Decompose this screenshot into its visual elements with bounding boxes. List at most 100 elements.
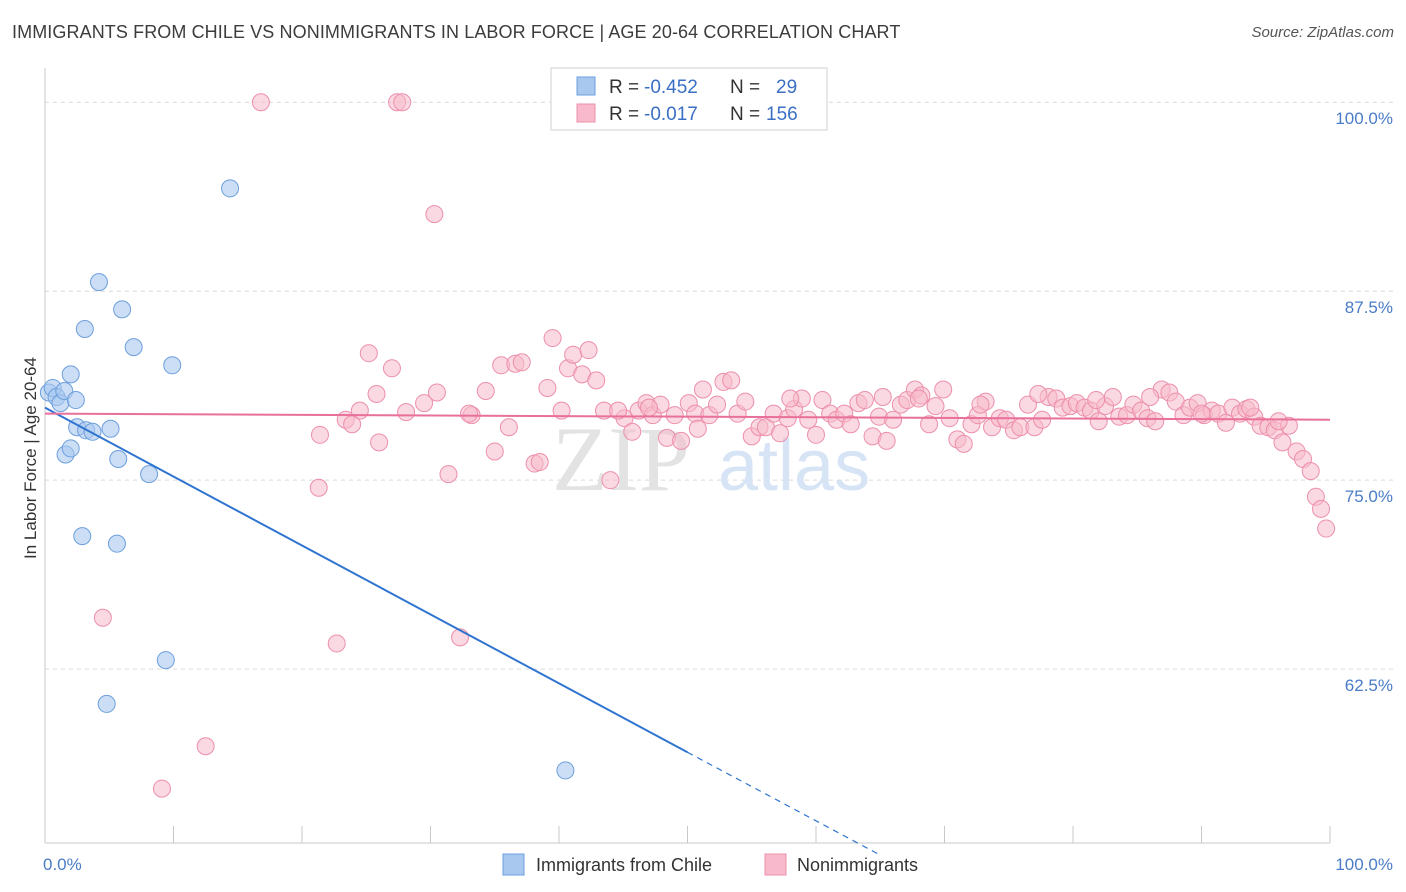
legend-n-value-1: 29 [776, 77, 797, 98]
immigrants-point [83, 422, 102, 441]
nonimmigrants-point [693, 380, 712, 399]
legend-r-value-2: -0.017 [644, 104, 698, 125]
nonimmigrants-point [1312, 499, 1331, 518]
watermark-atlas: atlas [718, 426, 870, 506]
nonimmigrants-point [564, 345, 583, 364]
nonimmigrants-point [251, 93, 270, 112]
y-axis-label: In Labor Force | Age 20-64 [21, 357, 40, 559]
y-tick-label: 100.0% [1335, 109, 1393, 128]
nonimmigrants-point [1301, 462, 1320, 481]
nonimmigrants-point [708, 395, 727, 414]
nonimmigrants-point [1241, 398, 1260, 417]
nonimmigrants-point [530, 453, 549, 472]
nonimmigrants-point [512, 353, 531, 372]
immigrants-point [89, 273, 108, 292]
immigrants-point [163, 356, 182, 375]
nonimmigrants-point [736, 392, 755, 411]
bottom-legend-swatch-blue [502, 853, 525, 876]
immigrants-trend-line [44, 406, 688, 754]
nonimmigrants-point [93, 608, 112, 627]
legend-swatch-pink [576, 103, 596, 123]
nonimmigrants-point [382, 359, 401, 378]
legend-n-value-2: 156 [766, 104, 798, 125]
nonimmigrants-point [1317, 519, 1336, 538]
nonimmigrants-point [934, 380, 953, 399]
nonimmigrants-point [688, 419, 707, 438]
nonimmigrants-point [310, 425, 329, 444]
nonimmigrants-point [1146, 412, 1165, 431]
nonimmigrants-point [841, 415, 860, 434]
legend-r-label-1: R = [609, 77, 639, 98]
nonimmigrants-point [552, 401, 571, 420]
legend-swatch-blue [576, 76, 596, 96]
x-tick-label-max: 100.0% [1335, 855, 1393, 874]
nonimmigrants-point [152, 779, 171, 798]
nonimmigrants-point [538, 378, 557, 397]
nonimmigrants-point [771, 424, 790, 443]
nonimmigrants-point [601, 471, 620, 490]
y-tick-label: 87.5% [1345, 298, 1393, 317]
nonimmigrants-point [1269, 412, 1288, 431]
nonimmigrants-point [884, 410, 903, 429]
x-tick-label-min: 0.0% [43, 855, 82, 874]
nonimmigrants-point [1273, 433, 1292, 452]
immigrants-point [140, 465, 159, 484]
bottom-legend-swatch-pink [764, 853, 787, 876]
nonimmigrants-point [672, 431, 691, 450]
bottom-legend: Immigrants from Chile Nonimmigrants [502, 853, 918, 876]
nonimmigrants-trend-line [44, 412, 1331, 421]
nonimmigrants-point [439, 465, 458, 484]
immigrants-point [61, 439, 80, 458]
legend-r-value-1: -0.452 [644, 77, 698, 98]
immigrants-point [556, 761, 575, 780]
nonimmigrants-point [397, 403, 416, 422]
trend-lines [44, 406, 1331, 856]
nonimmigrants-point [954, 434, 973, 453]
nonimmigrants-point [415, 394, 434, 413]
nonimmigrants-point [1033, 410, 1052, 429]
immigrants-point [221, 179, 240, 198]
nonimmigrants-point [909, 389, 928, 408]
top-legend: R = -0.452 N = 29 R = -0.017 N = 156 [550, 67, 828, 131]
nonimmigrants-point [1089, 412, 1108, 431]
immigrants-point [107, 534, 126, 553]
nonimmigrants-point [609, 401, 628, 420]
nonimmigrants-point [393, 93, 412, 112]
nonimmigrants-point [499, 418, 518, 437]
nonimmigrants-point [543, 329, 562, 348]
nonimmigrants-point [425, 205, 444, 224]
immigrants-point [73, 527, 92, 546]
nonimmigrants-point [722, 371, 741, 390]
immigrants-point [156, 651, 175, 670]
nonimmigrants-point [873, 388, 892, 407]
axes [44, 68, 1331, 844]
nonimmigrants-point [579, 341, 598, 360]
immigrants-point [75, 320, 94, 338]
nonimmigrants-points [93, 93, 1336, 798]
nonimmigrants-point [309, 478, 328, 497]
nonimmigrants-point [327, 634, 346, 653]
bottom-legend-label-1: Immigrants from Chile [536, 855, 712, 875]
nonimmigrants-point [427, 383, 446, 402]
immigrants-point [113, 300, 132, 319]
nonimmigrants-point [813, 391, 832, 410]
nonimmigrants-point [1192, 404, 1211, 423]
nonimmigrants-point [920, 415, 939, 434]
nonimmigrants-point [367, 385, 386, 404]
nonimmigrants-point [781, 389, 800, 408]
y-tick-label: 75.0% [1345, 487, 1393, 506]
immigrants-points [39, 179, 575, 780]
nonimmigrants-point [807, 425, 825, 444]
nonimmigrants-point [1029, 385, 1048, 404]
immigrants-point [66, 391, 85, 410]
y-tick-labels: 62.5% 75.0% 87.5% 100.0% [1335, 109, 1393, 695]
nonimmigrants-point [196, 737, 215, 756]
nonimmigrants-point [855, 391, 874, 410]
nonimmigrants-point [1087, 391, 1106, 410]
nonimmigrants-point [476, 381, 495, 400]
nonimmigrants-point [971, 395, 990, 414]
y-tick-label: 62.5% [1345, 676, 1393, 695]
nonimmigrants-point [877, 431, 896, 450]
nonimmigrants-point [926, 397, 945, 416]
